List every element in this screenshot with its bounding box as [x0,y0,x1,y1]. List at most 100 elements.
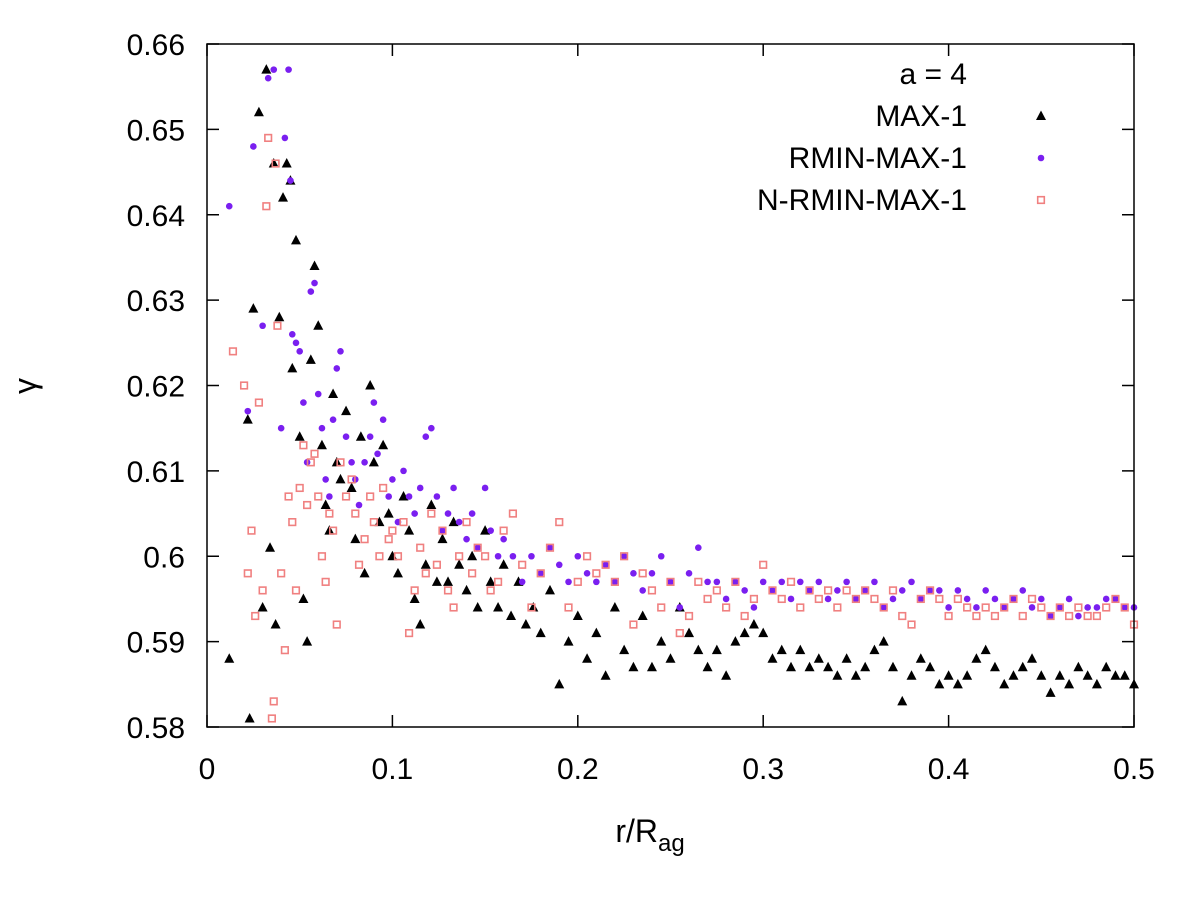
data-point [1037,603,1046,612]
data-point [448,516,459,527]
data-point [536,569,545,578]
data-point [991,595,999,603]
data-point [1075,612,1082,620]
data-point [972,611,981,621]
data-point [309,260,320,270]
data-point [1082,670,1093,680]
legend-marker [1036,110,1046,120]
data-point [261,64,272,74]
data-point [493,577,503,586]
data-point [359,567,370,578]
data-point [385,493,392,500]
data-point [637,610,648,621]
data-point [582,653,593,663]
data-point [295,483,304,493]
x-tick-label: 0.4 [928,753,970,786]
data-point [711,644,722,655]
y-tick-label: 0.64 [127,200,185,233]
data-point [1102,595,1110,603]
data-point [454,559,465,569]
data-point [796,578,804,586]
data-point [494,552,502,560]
data-point [267,714,276,723]
data-point [225,202,233,210]
data-point [280,646,289,655]
data-point [906,670,917,680]
data-point [869,644,880,655]
data-point [935,594,944,604]
data-point [1000,604,1008,611]
data-point [506,610,517,621]
data-point [648,570,656,577]
y-tick-label: 0.63 [127,285,185,318]
data-point [695,544,702,552]
data-point [321,577,330,586]
data-point [666,577,675,586]
data-point [758,627,769,638]
data-point [346,482,357,492]
data-point [306,458,315,467]
data-point [1010,595,1017,603]
data-point [431,576,442,586]
data-point [224,653,235,663]
data-point [833,603,842,612]
data-point [1028,604,1036,611]
data-point [1009,594,1018,604]
data-point [546,544,554,552]
x-tick-label: 0.2 [557,753,599,786]
data-point [398,490,409,501]
data-point [657,552,665,560]
data-point [250,143,257,150]
data-point [786,577,796,586]
data-point [879,603,888,612]
data-point [805,586,814,595]
data-point [851,594,860,604]
data-point [646,661,657,672]
data-point [347,475,356,484]
data-point [411,510,418,517]
data-point [713,578,721,586]
data-point [814,594,823,604]
data-point [449,603,458,612]
data-point [954,587,962,594]
data-point [656,636,667,646]
data-point [639,587,646,594]
data-point [303,500,312,510]
legend: a = 4 MAX-1 RMIN-MAX-1 N-RMIN-MAX-1 [757,58,1046,217]
data-point [944,611,953,621]
data-point [467,550,478,561]
data-point [329,416,337,423]
data-point [409,593,420,603]
data-point [1110,670,1121,680]
data-point [258,586,267,595]
data-point [251,611,260,621]
data-point [657,603,666,612]
data-point [368,456,379,467]
data-point [898,611,907,621]
data-point [239,381,249,390]
series-n-rmin-max-1 [228,133,1139,723]
data-point [795,644,806,655]
data-point [582,552,592,561]
x-tick-label: 0.3 [742,753,784,786]
data-point [702,661,713,672]
data-point [989,661,1000,672]
data-point [564,603,573,612]
data-point [443,576,454,586]
data-point [400,467,407,475]
data-point [1054,670,1065,680]
data-point [712,586,721,595]
data-point [228,347,238,356]
data-point [629,620,638,629]
data-point [610,577,619,586]
data-point [348,459,355,466]
data-point [1017,661,1028,672]
data-point [943,670,954,680]
data-point [428,424,435,432]
data-point [480,552,490,561]
data-point [704,578,711,586]
data-point [317,552,327,561]
data-point [748,619,759,629]
data-point [416,543,425,552]
